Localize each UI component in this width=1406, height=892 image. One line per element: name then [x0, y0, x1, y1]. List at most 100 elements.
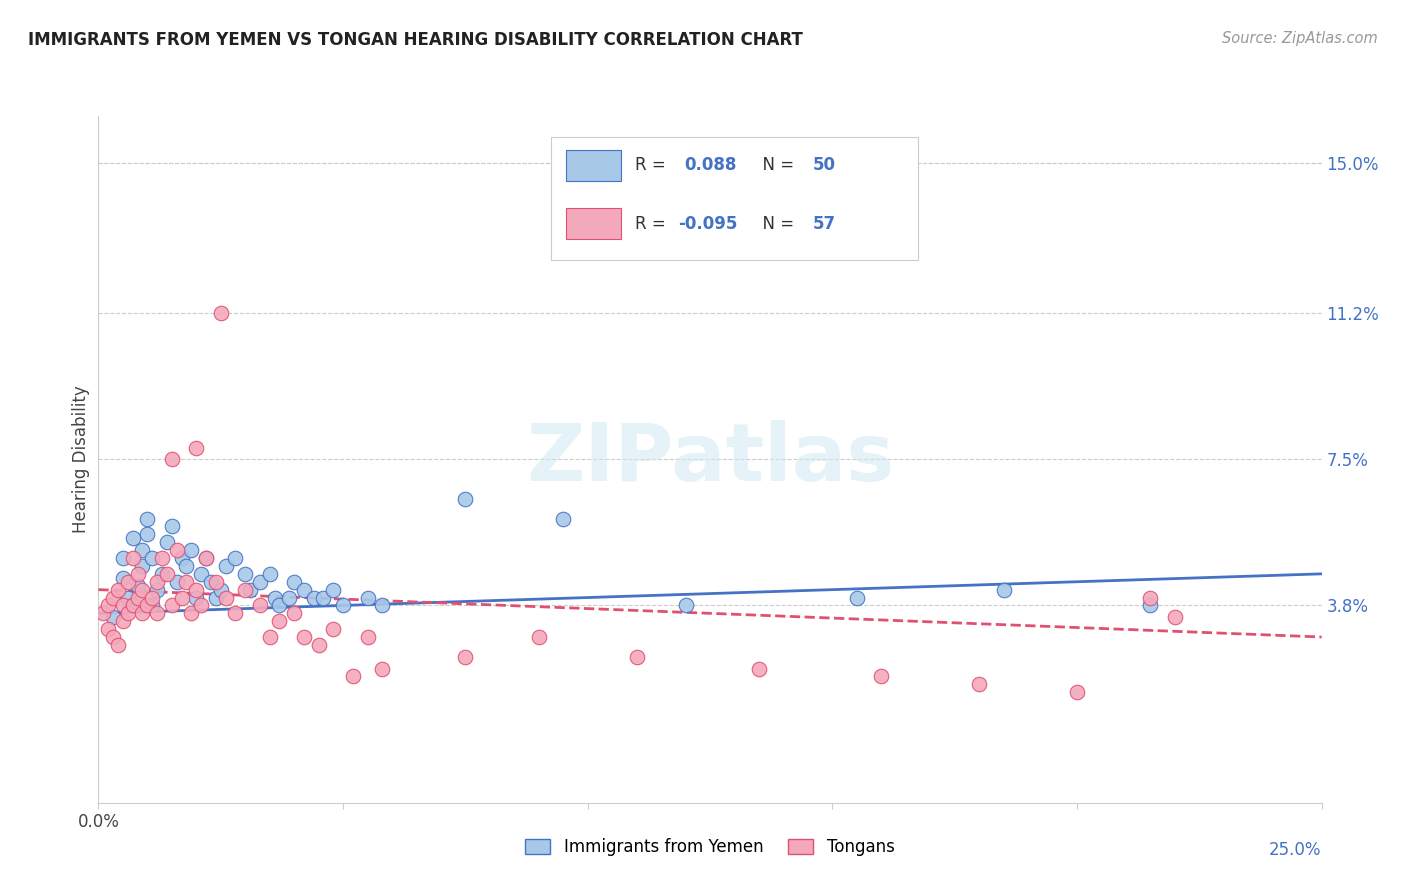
Point [131, 582, 153, 597]
Point [371, 599, 394, 613]
Point [356, 591, 378, 605]
Bar [565, 209, 620, 239]
Y-axis label: Hearing Disability: Hearing Disability [72, 385, 90, 533]
Point [136, 527, 159, 541]
Point [302, 591, 325, 605]
Point [205, 574, 228, 589]
Point [107, 582, 129, 597]
Point [160, 599, 183, 613]
Point [160, 519, 183, 533]
Point [283, 607, 305, 621]
Point [292, 582, 315, 597]
Point [190, 566, 212, 581]
Point [259, 630, 281, 644]
Point [308, 638, 330, 652]
Point [454, 491, 477, 506]
Legend: Immigrants from Yemen, Tongans: Immigrants from Yemen, Tongans [519, 832, 901, 863]
Point [239, 582, 262, 597]
Point [146, 574, 169, 589]
Point [141, 591, 163, 605]
Point [356, 630, 378, 644]
Point [166, 543, 188, 558]
Point [121, 599, 143, 613]
Point [136, 511, 159, 525]
Text: N =: N = [752, 156, 799, 175]
Point [224, 607, 246, 621]
Point [101, 591, 124, 605]
Text: 50: 50 [813, 156, 835, 175]
Point [180, 543, 202, 558]
Point [993, 582, 1015, 597]
Point [233, 566, 256, 581]
Point [186, 591, 208, 605]
Point [195, 551, 218, 566]
Point [176, 574, 198, 589]
Point [117, 607, 139, 621]
Point [101, 610, 124, 624]
Point [131, 607, 153, 621]
Point [91, 607, 114, 621]
Point [1139, 599, 1161, 613]
Point [269, 599, 291, 613]
FancyBboxPatch shape [551, 136, 918, 260]
Point [214, 558, 236, 573]
Point [121, 599, 143, 613]
Text: Source: ZipAtlas.com: Source: ZipAtlas.com [1222, 31, 1378, 46]
Point [626, 649, 648, 664]
Point [97, 622, 120, 636]
Point [180, 607, 202, 621]
Point [170, 591, 193, 605]
Point [342, 669, 364, 683]
Point [209, 306, 232, 320]
Point [136, 599, 159, 613]
Text: -0.095: -0.095 [678, 215, 738, 233]
Point [97, 599, 120, 613]
Point [150, 551, 173, 566]
Point [127, 566, 149, 581]
Point [371, 662, 394, 676]
Point [111, 614, 134, 628]
Point [195, 551, 218, 566]
Point [249, 599, 271, 613]
Point [322, 582, 344, 597]
Point [121, 551, 143, 566]
Point [111, 571, 134, 585]
Point [1139, 591, 1161, 605]
Point [156, 566, 179, 581]
Point [312, 591, 335, 605]
Point [205, 591, 228, 605]
Point [1164, 610, 1187, 624]
Point [146, 582, 169, 597]
Point [117, 574, 139, 589]
Point [186, 582, 208, 597]
Point [214, 591, 236, 605]
Text: 57: 57 [813, 215, 837, 233]
Point [107, 638, 129, 652]
Point [127, 579, 149, 593]
Point [278, 591, 301, 605]
Text: R =: R = [636, 156, 672, 175]
Point [332, 599, 354, 613]
Point [127, 591, 149, 605]
Point [845, 591, 868, 605]
Point [553, 511, 575, 525]
Point [170, 551, 193, 566]
Point [141, 599, 163, 613]
Point [111, 551, 134, 566]
Point [233, 582, 256, 597]
Text: 25.0%: 25.0% [1270, 840, 1322, 859]
Point [209, 582, 232, 597]
Point [527, 630, 550, 644]
Point [160, 452, 183, 467]
Text: ZIPatlas: ZIPatlas [526, 420, 894, 499]
Point [224, 551, 246, 566]
Point [454, 649, 477, 664]
Point [263, 591, 285, 605]
Point [967, 677, 990, 691]
Point [111, 599, 134, 613]
Point [200, 574, 222, 589]
Text: IMMIGRANTS FROM YEMEN VS TONGAN HEARING DISABILITY CORRELATION CHART: IMMIGRANTS FROM YEMEN VS TONGAN HEARING … [28, 31, 803, 49]
Point [249, 574, 271, 589]
Point [186, 441, 208, 455]
Point [141, 551, 163, 566]
